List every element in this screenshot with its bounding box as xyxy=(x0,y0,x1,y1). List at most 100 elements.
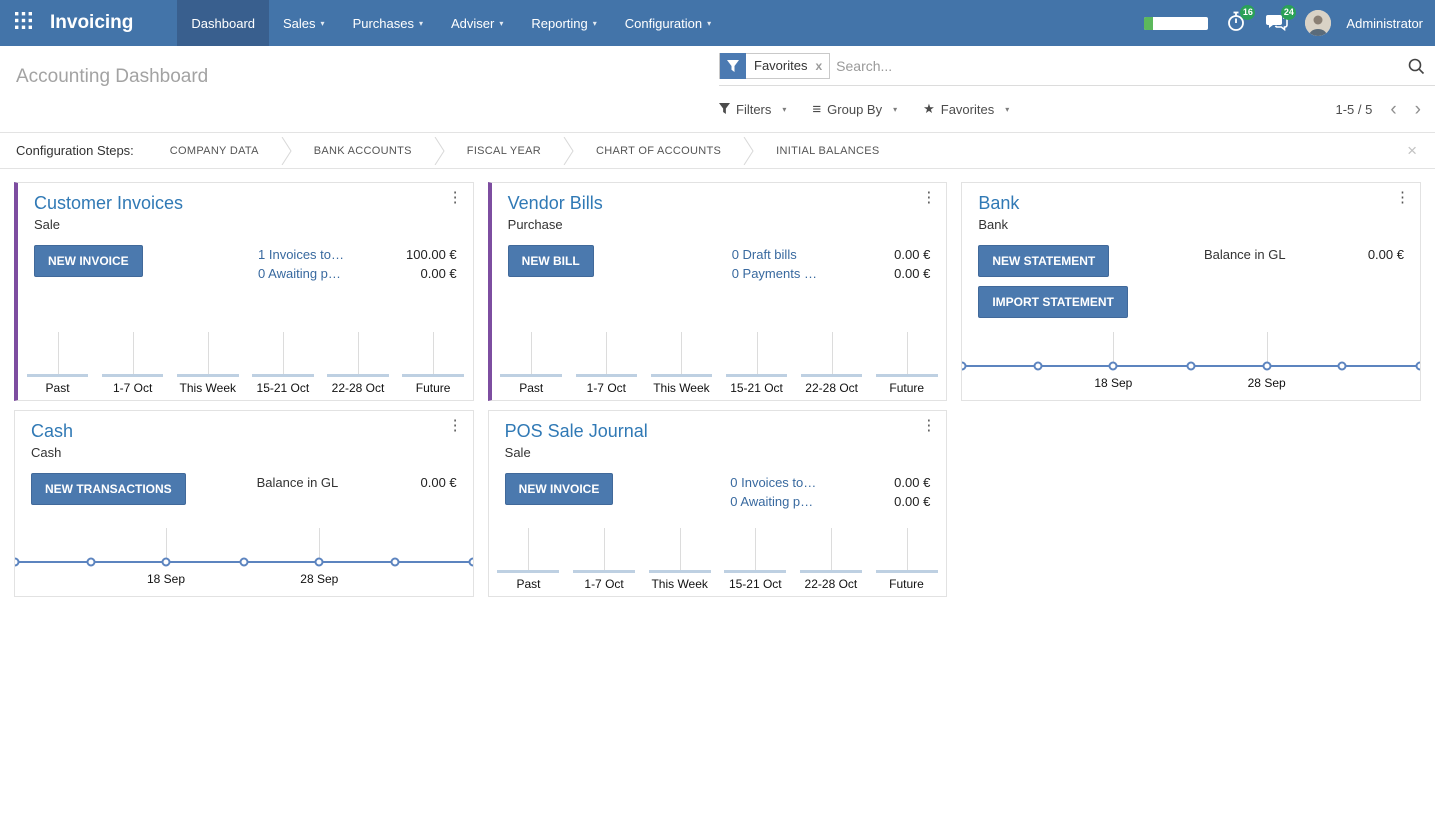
star-icon: ★ xyxy=(923,101,935,116)
chart-category: This Week xyxy=(653,381,710,395)
new-bill-button[interactable]: NEW BILL xyxy=(507,245,594,277)
group-by-button[interactable]: ≡ Group By ▾ xyxy=(812,100,898,118)
facet-remove-icon[interactable]: x xyxy=(815,58,823,73)
chevron-down-icon: ▾ xyxy=(893,104,898,114)
balance-label: Balance in GL xyxy=(256,475,339,490)
step-separator-icon xyxy=(281,136,292,165)
invoices-to-validate-link[interactable]: 0 Invoices to… xyxy=(730,475,817,490)
pager-previous-icon[interactable]: ‹ xyxy=(1390,98,1397,120)
menu-purchases[interactable]: Purchases ▾ xyxy=(352,15,423,31)
new-invoice-button[interactable]: NEW INVOICE xyxy=(34,245,143,277)
kebab-menu-icon[interactable]: ⋮ xyxy=(447,417,463,434)
systray: 16 24 Administrator xyxy=(1144,0,1435,46)
user-avatar[interactable] xyxy=(1305,10,1332,36)
step-separator-icon xyxy=(563,136,574,165)
usage-progress-bar[interactable] xyxy=(1144,16,1209,30)
kebab-menu-icon[interactable]: ⋮ xyxy=(447,189,463,206)
new-statement-button[interactable]: NEW STATEMENT xyxy=(978,245,1110,277)
chart-category: Future xyxy=(415,381,451,395)
apps-menu-button[interactable] xyxy=(0,0,46,46)
menu-sales[interactable]: Sales ▾ xyxy=(283,15,325,31)
user-name[interactable]: Administrator xyxy=(1346,15,1423,31)
card-title[interactable]: Customer Invoices xyxy=(34,193,184,213)
card-subtitle: Sale xyxy=(504,445,531,460)
card-stats: 1 Invoices to… 100.00 € 0 Awaiting p… 0.… xyxy=(258,245,457,281)
mini-bar-chart: Past 1-7 Oct This Week 15-21 Oct 22-28 O… xyxy=(489,524,947,596)
payments-link[interactable]: 0 Payments … xyxy=(731,266,817,281)
close-icon[interactable]: × xyxy=(1407,140,1417,160)
step-chart-of-accounts[interactable]: CHART OF ACCOUNTS xyxy=(596,144,722,157)
new-transactions-button[interactable]: NEW TRANSACTIONS xyxy=(31,473,186,505)
card-title[interactable]: Vendor Bills xyxy=(507,193,603,213)
top-navbar: Invoicing Dashboard Sales ▾ Purchases ▾ … xyxy=(0,0,1435,46)
step-separator-icon xyxy=(743,136,754,165)
chart-category: 22-28 Oct xyxy=(804,577,858,591)
step-bank-accounts[interactable]: BANK ACCOUNTS xyxy=(313,144,412,157)
app-brand[interactable]: Invoicing xyxy=(50,12,134,33)
kebab-menu-icon[interactable]: ⋮ xyxy=(1394,189,1410,206)
search-input[interactable] xyxy=(836,57,1407,74)
chart-category: 1-7 Oct xyxy=(584,577,624,591)
search-bar: Favorites x xyxy=(719,46,1435,86)
kebab-menu-icon[interactable]: ⋮ xyxy=(921,417,937,434)
mini-bar-chart: Past 1-7 Oct This Week 15-21 Oct 22-28 O… xyxy=(492,328,947,400)
kebab-menu-icon[interactable]: ⋮ xyxy=(921,189,937,206)
mini-bar-chart: Past 1-7 Oct This Week 15-21 Oct 22-28 O… xyxy=(18,328,473,400)
step-fiscal-year[interactable]: FISCAL YEAR xyxy=(466,144,542,157)
apps-grid-icon xyxy=(14,12,32,34)
control-panel: Accounting Dashboard Favorites x xyxy=(0,46,1435,133)
card-title[interactable]: POS Sale Journal xyxy=(504,421,648,441)
page-title: Accounting Dashboard xyxy=(16,66,209,87)
messages-button[interactable]: 24 xyxy=(1264,5,1297,36)
chevron-down-icon: ▾ xyxy=(707,18,712,28)
stat-value: 0.00 € xyxy=(894,266,931,281)
chart-category: Future xyxy=(889,381,925,395)
messages-badge: 24 xyxy=(1281,5,1297,20)
chevron-down-icon: ▾ xyxy=(320,18,325,28)
favorites-button[interactable]: ★ Favorites ▾ xyxy=(923,101,1010,117)
timer-button[interactable]: 16 xyxy=(1223,5,1256,36)
card-pos-sale-journal: ⋮ POS Sale Journal Sale NEW INVOICE 0 In… xyxy=(487,410,948,597)
chevron-down-icon: ▾ xyxy=(1005,104,1010,114)
import-statement-button[interactable]: IMPORT STATEMENT xyxy=(978,286,1128,318)
chevron-down-icon: ▾ xyxy=(418,18,423,28)
pager-value[interactable]: 1-5 / 5 xyxy=(1335,101,1373,117)
chart-x-label: 28 Sep xyxy=(1247,376,1286,390)
balance-label: Balance in GL xyxy=(1203,247,1286,262)
progress-fill xyxy=(1144,16,1153,30)
chart-category: Past xyxy=(519,381,544,395)
awaiting-payments-link[interactable]: 0 Awaiting p… xyxy=(258,266,341,281)
search-facet-favorites[interactable]: Favorites x xyxy=(719,52,831,79)
chart-x-label: 18 Sep xyxy=(1094,376,1133,390)
card-title[interactable]: Bank xyxy=(978,193,1020,213)
step-initial-balances[interactable]: INITIAL BALANCES xyxy=(776,144,880,157)
card-subtitle: Cash xyxy=(31,445,62,460)
search-icon[interactable] xyxy=(1407,57,1425,75)
draft-bills-link[interactable]: 0 Draft bills xyxy=(731,247,797,262)
chevron-down-icon: ▾ xyxy=(592,18,597,28)
invoices-to-validate-link[interactable]: 1 Invoices to… xyxy=(258,247,345,262)
chart-category: 22-28 Oct xyxy=(331,381,385,395)
menu-adviser[interactable]: Adviser ▾ xyxy=(451,15,504,31)
awaiting-payments-link[interactable]: 0 Awaiting p… xyxy=(730,494,814,509)
mini-line-chart: 18 Sep 28 Sep xyxy=(15,524,473,596)
card-stats: Balance in GL 0.00 € xyxy=(257,473,457,490)
pager-next-icon[interactable]: › xyxy=(1414,98,1421,120)
chart-category: This Week xyxy=(651,577,708,591)
pager: 1-5 / 5 ‹ › xyxy=(1335,100,1421,119)
menu-reporting[interactable]: Reporting ▾ xyxy=(531,15,597,31)
chevron-down-icon: ▾ xyxy=(782,104,787,114)
filters-button[interactable]: Filters ▾ xyxy=(719,102,786,117)
card-title[interactable]: Cash xyxy=(31,421,74,441)
chart-category: This Week xyxy=(179,381,236,395)
menu-configuration[interactable]: Configuration ▾ xyxy=(624,15,712,31)
new-invoice-button[interactable]: NEW INVOICE xyxy=(504,473,614,505)
step-company-data[interactable]: COMPANY DATA xyxy=(169,144,259,157)
stat-value: 0.00 € xyxy=(420,475,457,490)
chart-category: Past xyxy=(45,381,70,395)
menu-dashboard[interactable]: Dashboard xyxy=(177,0,270,46)
card-subtitle: Bank xyxy=(978,217,1008,232)
filter-funnel-icon xyxy=(720,52,746,79)
card-stats: 0 Invoices to… 0.00 € 0 Awaiting p… 0.00… xyxy=(730,473,930,509)
chart-category: 1-7 Oct xyxy=(112,381,153,395)
